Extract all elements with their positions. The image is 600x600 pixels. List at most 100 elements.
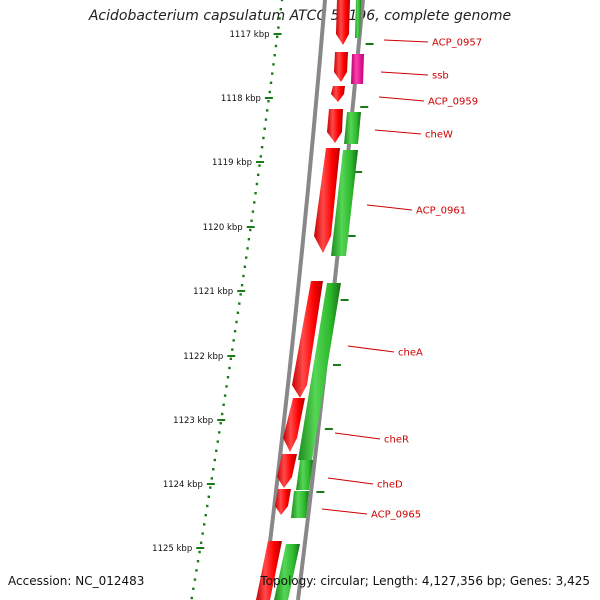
gene-label-ssb[interactable]: ssb	[432, 71, 449, 82]
gene-forward-arrow[interactable]	[334, 52, 348, 82]
gene-leader-line	[334, 432, 381, 440]
gene-label-ched[interactable]: cheD	[377, 480, 403, 491]
gene-leader-line	[380, 71, 429, 76]
ruler-dot	[195, 569, 198, 572]
gene-label-acp-0961[interactable]: ACP_0961	[416, 206, 466, 217]
ruler-dot	[246, 247, 249, 250]
ruler-dot	[210, 477, 213, 480]
genome-summary-text: Topology: circular; Length: 4,127,356 bp…	[260, 574, 590, 588]
ruler-dot	[249, 228, 252, 232]
ruler-dot	[242, 274, 245, 278]
gene-forward-arrow[interactable]	[283, 398, 305, 452]
ruler-dot	[267, 100, 270, 103]
gene-leader-line	[321, 508, 368, 515]
gene-forward-arrow[interactable]	[256, 541, 282, 600]
ruler-tick-label: 1122 kbp	[183, 352, 223, 362]
map-title: Acidobacterium capsulatum ATCC 51196, co…	[88, 8, 512, 24]
gene-leader-line	[327, 477, 374, 485]
gene-label-chew[interactable]: cheW	[425, 130, 453, 141]
genes	[256, 0, 364, 600]
gene-leader-line	[366, 204, 413, 211]
ruler-dot	[255, 182, 259, 186]
gene-forward-arrow[interactable]	[277, 454, 297, 488]
ruler-dot	[277, 26, 280, 29]
ruler-dot	[243, 265, 247, 268]
ruler-dot	[218, 431, 221, 434]
gene-leader-line	[378, 96, 425, 102]
ruler-dot	[257, 173, 260, 176]
gene-forward-arrow[interactable]	[331, 86, 345, 102]
gene-label-cher[interactable]: cheR	[384, 435, 409, 446]
ruler-dot	[215, 449, 218, 452]
ruler-dot	[192, 587, 195, 590]
gene-label-chea[interactable]: cheA	[398, 348, 423, 359]
gene-reverse-bar[interactable]	[291, 491, 309, 518]
gene-leader-line	[383, 39, 429, 43]
ruler-dot	[199, 541, 203, 544]
ruler-dot	[258, 164, 261, 167]
ruler-dot	[236, 311, 240, 314]
gene-reverse-bar[interactable]	[344, 112, 361, 144]
gene-reverse-bar[interactable]	[355, 0, 361, 38]
ruler-dot	[207, 495, 210, 498]
ruler-dot	[239, 293, 242, 296]
ruler-dot	[264, 118, 268, 121]
ruler-dot	[213, 458, 216, 462]
ruler-tick-label: 1119 kbp	[212, 158, 252, 168]
gene-forward-arrow[interactable]	[292, 281, 323, 398]
ruler-dot	[271, 72, 274, 75]
ruler-dot	[251, 210, 255, 213]
ruler-dot	[212, 468, 215, 471]
ruler-dot	[268, 90, 271, 94]
ruler-dot	[259, 155, 263, 158]
gene-forward-arrow[interactable]	[314, 148, 340, 253]
ruler-dot	[275, 35, 279, 38]
ruler-tick-label: 1124 kbp	[163, 480, 203, 490]
gene-forward-arrow[interactable]	[275, 489, 291, 515]
ruler-dot	[225, 385, 228, 388]
ruler-dot	[220, 412, 224, 416]
ruler-dot	[253, 201, 256, 204]
ruler-dot	[272, 63, 275, 66]
ruler-dot	[235, 320, 238, 324]
ruler-dot	[209, 486, 212, 489]
ruler-tick-label: 1120 kbp	[203, 223, 243, 233]
ruler-dot	[226, 376, 230, 379]
gene-forward-arrow[interactable]	[327, 109, 343, 143]
ruler-dot	[279, 8, 283, 11]
ruler-dot	[273, 54, 276, 57]
ruler-dot	[247, 238, 251, 241]
ruler-dot	[250, 219, 253, 222]
gene-label-acp-0959[interactable]: ACP_0959	[428, 97, 478, 108]
ruler-dot	[238, 302, 241, 305]
ruler-dot	[262, 136, 265, 140]
gene-label-acp-0965[interactable]: ACP_0965	[371, 510, 421, 521]
ruler-dot	[263, 127, 266, 130]
ruler-tick-label: 1118 kbp	[221, 94, 261, 104]
ruler-tick-label: 1117 kbp	[229, 30, 269, 40]
gene-ssb-bar[interactable]	[351, 54, 364, 84]
gene-reverse-bar[interactable]	[298, 283, 341, 460]
ruler-dot	[204, 514, 207, 517]
gene-reverse-bar[interactable]	[296, 460, 313, 490]
ruler-dot	[274, 44, 278, 48]
ruler-tick-label: 1125 kbp	[152, 544, 192, 554]
ruler-dot	[228, 366, 231, 370]
ruler-dot	[216, 440, 219, 443]
ruler-dot	[269, 81, 273, 84]
gene-leader-line	[347, 345, 395, 353]
ruler-dot	[280, 0, 284, 2]
ruler-dot	[223, 394, 227, 397]
gene-label-acp-0957[interactable]: ACP_0957	[432, 38, 482, 49]
ruler-dot	[196, 560, 200, 563]
ruler-dot	[233, 330, 237, 333]
gene-reverse-bar[interactable]	[274, 544, 300, 600]
gene-forward-arrow[interactable]	[336, 0, 350, 45]
backbone-outer-line	[261, 0, 327, 600]
ruler-dot	[198, 550, 201, 554]
gene-reverse-bar[interactable]	[331, 150, 358, 256]
ruler-dot	[193, 578, 197, 581]
